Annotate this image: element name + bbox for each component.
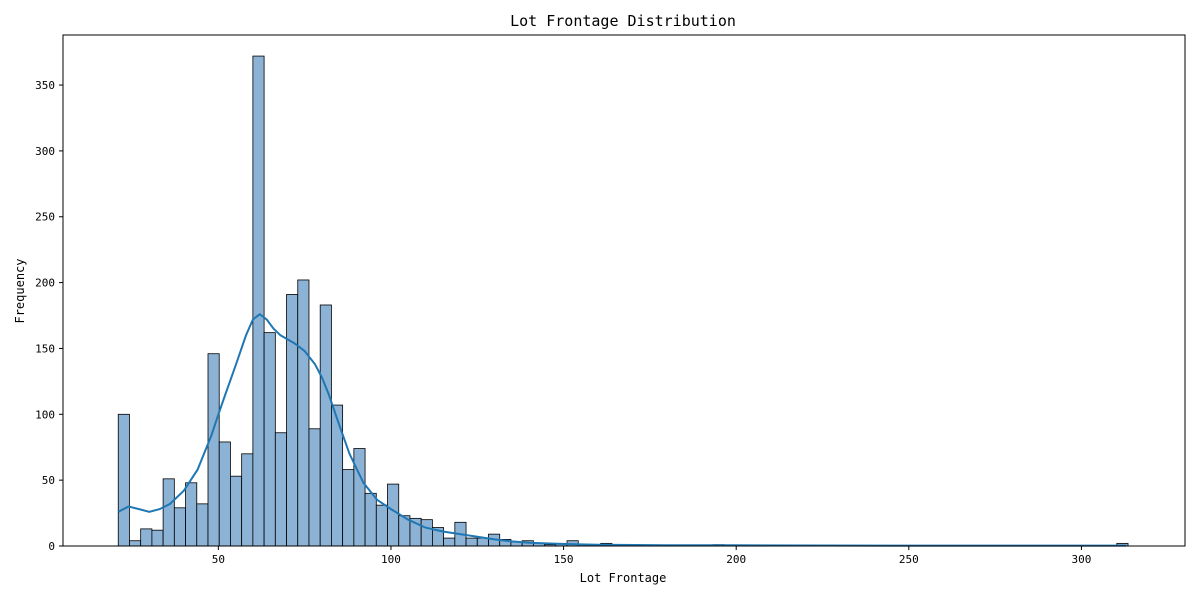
histogram-bar bbox=[252, 55, 265, 547]
x-axis-ticks: 50 100 150 200 250 300 bbox=[212, 546, 1091, 566]
histogram-bar bbox=[375, 504, 388, 547]
histogram-bar bbox=[196, 503, 209, 547]
histogram-bar bbox=[286, 294, 299, 547]
y-axis-label: Frequency bbox=[13, 258, 27, 323]
histogram-bar bbox=[173, 507, 186, 547]
y-tick-label: 200 bbox=[35, 277, 55, 290]
y-axis-ticks: 0 50 100 150 200 250 300 350 bbox=[35, 79, 63, 553]
histogram-bar bbox=[129, 540, 142, 547]
y-tick-label: 350 bbox=[35, 79, 55, 92]
histogram-bar bbox=[218, 441, 231, 547]
x-tick-label: 50 bbox=[212, 553, 225, 566]
histogram-bar bbox=[151, 529, 164, 547]
histogram-bar bbox=[117, 413, 130, 547]
histogram-bar bbox=[274, 432, 287, 547]
histogram-bar bbox=[297, 279, 310, 547]
x-tick-label: 250 bbox=[899, 553, 919, 566]
x-tick-label: 200 bbox=[726, 553, 746, 566]
histogram-bar bbox=[387, 483, 400, 547]
y-tick-label: 150 bbox=[35, 342, 55, 355]
histogram-bar bbox=[342, 469, 355, 547]
bars-group bbox=[117, 55, 1129, 547]
y-tick-label: 300 bbox=[35, 145, 55, 158]
y-tick-label: 0 bbox=[48, 540, 55, 553]
histogram-bar bbox=[185, 482, 198, 547]
histogram-bar bbox=[465, 537, 478, 547]
histogram-bar bbox=[476, 537, 489, 547]
histogram-bar bbox=[263, 332, 276, 547]
histogram-bar bbox=[353, 448, 366, 547]
x-tick-label: 100 bbox=[381, 553, 401, 566]
histogram-bar bbox=[308, 428, 321, 547]
y-tick-label: 50 bbox=[42, 474, 55, 487]
histogram-bar bbox=[162, 478, 175, 547]
histogram-bar bbox=[364, 492, 377, 547]
histogram-bar bbox=[420, 519, 433, 547]
x-tick-label: 300 bbox=[1071, 553, 1091, 566]
chart-title: Lot Frontage Distribution bbox=[510, 12, 736, 30]
y-tick-label: 100 bbox=[35, 408, 55, 421]
kde-line bbox=[117, 312, 1127, 547]
plot-frame bbox=[62, 34, 1186, 547]
histogram-bar bbox=[331, 404, 344, 547]
histogram-bar bbox=[207, 353, 220, 547]
y-tick-label: 250 bbox=[35, 211, 55, 224]
histogram-bar bbox=[140, 528, 153, 547]
histogram-bar bbox=[241, 453, 254, 547]
x-axis-label: Lot Frontage bbox=[580, 571, 667, 585]
histogram-bar bbox=[319, 304, 332, 547]
histogram-bar bbox=[230, 475, 243, 547]
histogram-bar bbox=[443, 537, 456, 547]
x-tick-label: 150 bbox=[554, 553, 574, 566]
